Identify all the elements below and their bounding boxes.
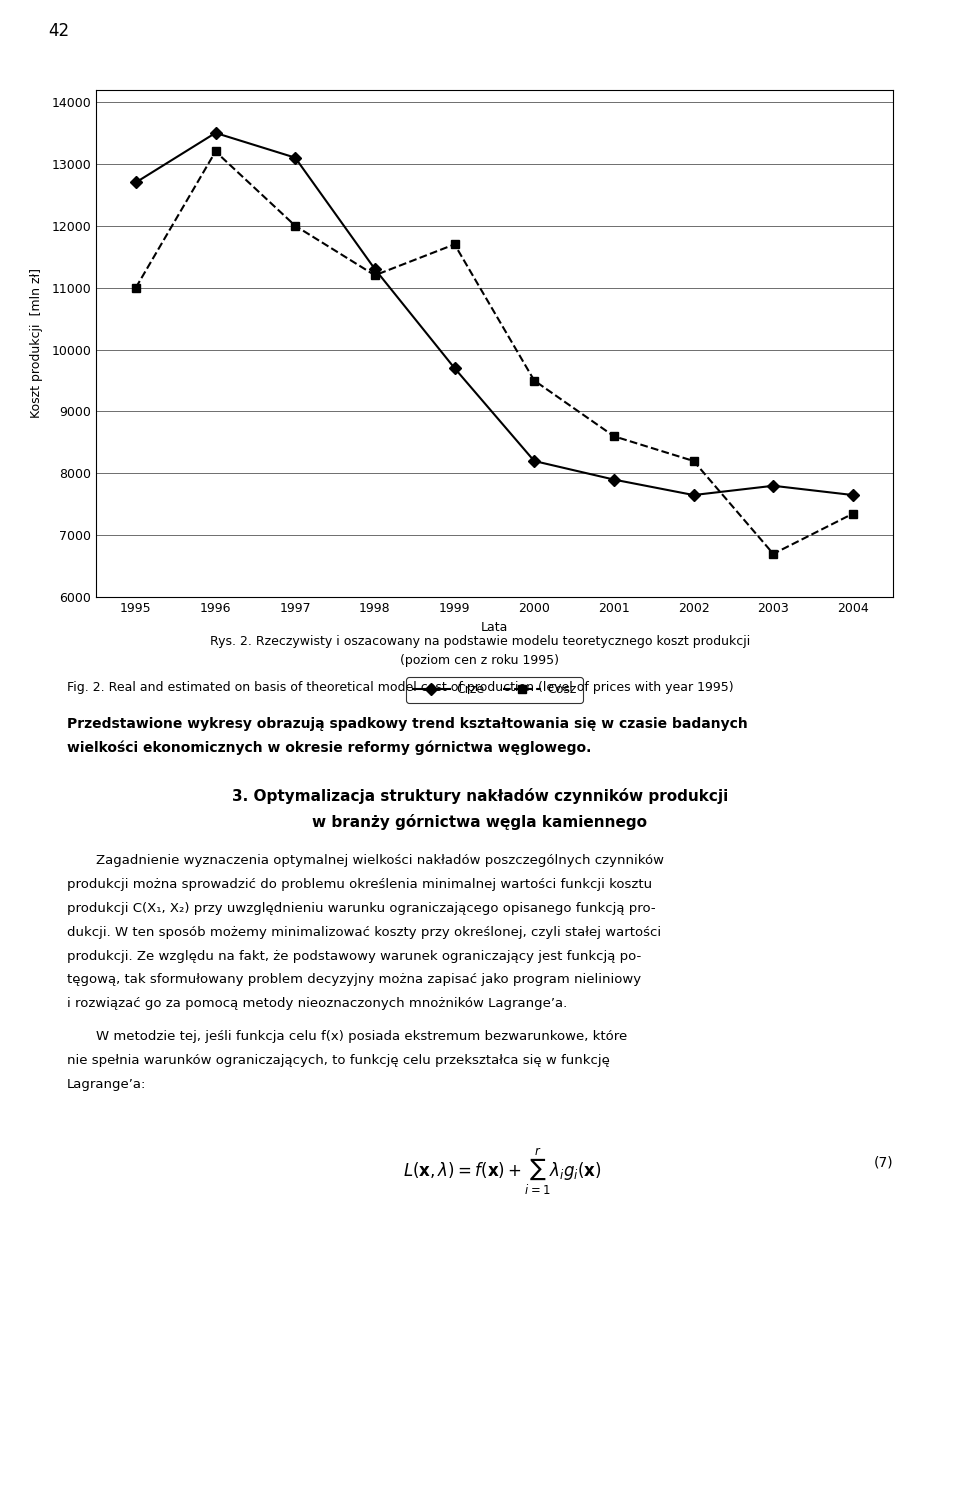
Line: Crze: Crze bbox=[132, 128, 857, 499]
Crze bbox=[688, 487, 700, 505]
Crze bbox=[767, 476, 779, 494]
Text: Fig. 2. Real and estimated on basis of theoretical model cost of production (lev: Fig. 2. Real and estimated on basis of t… bbox=[67, 681, 733, 694]
Crze bbox=[210, 124, 222, 142]
Text: Rys. 2. Rzeczywisty i oszacowany na podstawie modelu teoretycznego koszt produkc: Rys. 2. Rzeczywisty i oszacowany na pods… bbox=[210, 635, 750, 648]
Text: Lagrange’a:: Lagrange’a: bbox=[67, 1078, 147, 1091]
Text: $L(\mathbf{x},\lambda) = f(\mathbf{x})+\sum_{i=1}^{r}\lambda_i g_i(\mathbf{x})$: $L(\mathbf{x},\lambda) = f(\mathbf{x})+\… bbox=[403, 1147, 602, 1197]
Crze bbox=[130, 173, 141, 191]
Line: Cosz: Cosz bbox=[132, 148, 857, 558]
Crze bbox=[370, 260, 381, 278]
Cosz bbox=[847, 505, 858, 523]
Text: w branży górnictwa węgla kamiennego: w branży górnictwa węgla kamiennego bbox=[313, 814, 647, 830]
Text: produkcji C(X₁, X₂) przy uwzględnieniu warunku ograniczającego opisanego funkcją: produkcji C(X₁, X₂) przy uwzględnieniu w… bbox=[67, 902, 656, 915]
Cosz bbox=[688, 452, 700, 470]
Cosz bbox=[448, 236, 460, 254]
Cosz bbox=[210, 142, 222, 160]
Text: (7): (7) bbox=[874, 1156, 893, 1169]
X-axis label: Lata: Lata bbox=[481, 621, 508, 633]
Text: W metodzie tej, jeśli funkcja celu f(x) posiada ekstremum bezwarunkowe, które: W metodzie tej, jeśli funkcja celu f(x) … bbox=[96, 1030, 627, 1044]
Text: nie spełnia warunków ograniczających, to funkcję celu przekształca się w funkcję: nie spełnia warunków ograniczających, to… bbox=[67, 1054, 610, 1067]
Text: dukcji. W ten sposób możemy minimalizować koszty przy określonej, czyli stałej w: dukcji. W ten sposób możemy minimalizowa… bbox=[67, 926, 661, 939]
Y-axis label: Koszt produkcji  [mln zł]: Koszt produkcji [mln zł] bbox=[30, 269, 43, 418]
Crze bbox=[609, 470, 620, 488]
Crze bbox=[290, 149, 301, 167]
Cosz bbox=[370, 266, 381, 284]
Text: i rozwiązać go za pomocą metody nieoznaczonych mnożników Lagrange’a.: i rozwiązać go za pomocą metody nieoznac… bbox=[67, 997, 567, 1011]
Cosz bbox=[130, 279, 141, 297]
Text: tęgową, tak sformułowany problem decyzyjny można zapisać jako program nieliniowy: tęgową, tak sformułowany problem decyzyj… bbox=[67, 973, 641, 987]
Legend: Crze, Cosz: Crze, Cosz bbox=[406, 678, 583, 703]
Crze bbox=[448, 360, 460, 378]
Text: Zagadnienie wyznaczenia optymalnej wielkości nakładów poszczególnych czynników: Zagadnienie wyznaczenia optymalnej wielk… bbox=[96, 854, 664, 867]
Text: produkcji można sprowadzić do problemu określenia minimalnej wartości funkcji ko: produkcji można sprowadzić do problemu o… bbox=[67, 878, 653, 891]
Crze bbox=[528, 452, 540, 470]
Cosz bbox=[528, 372, 540, 390]
Text: 3. Optymalizacja struktury nakładów czynników produkcji: 3. Optymalizacja struktury nakładów czyn… bbox=[232, 788, 728, 805]
Cosz bbox=[609, 427, 620, 445]
Text: 42: 42 bbox=[48, 22, 69, 40]
Text: produkcji. Ze względu na fakt, że podstawowy warunek ograniczający jest funkcją : produkcji. Ze względu na fakt, że podsta… bbox=[67, 950, 641, 963]
Text: Przedstawione wykresy obrazują spadkowy trend kształtowania się w czasie badanyc: Przedstawione wykresy obrazują spadkowy … bbox=[67, 717, 748, 730]
Crze bbox=[847, 487, 858, 505]
Text: wielkości ekonomicznych w okresie reformy górnictwa węglowego.: wielkości ekonomicznych w okresie reform… bbox=[67, 741, 591, 755]
Cosz bbox=[290, 216, 301, 234]
Cosz bbox=[767, 545, 779, 563]
Text: (poziom cen z roku 1995): (poziom cen z roku 1995) bbox=[400, 654, 560, 667]
